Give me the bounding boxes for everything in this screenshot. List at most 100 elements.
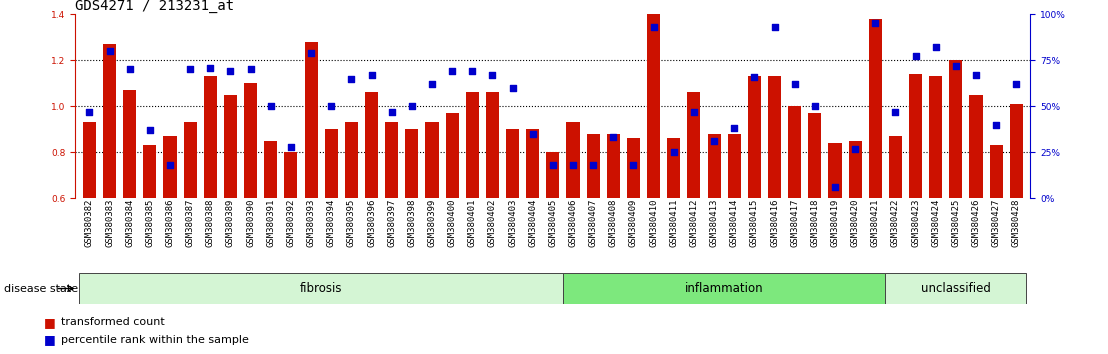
Text: GSM380427: GSM380427 bbox=[992, 198, 1001, 247]
Bar bbox=[244, 83, 257, 198]
Point bbox=[625, 162, 643, 168]
Point bbox=[746, 74, 763, 80]
Point bbox=[222, 68, 239, 74]
Point bbox=[202, 65, 219, 70]
Bar bbox=[687, 92, 700, 198]
Text: GSM380412: GSM380412 bbox=[689, 198, 698, 247]
Text: unclassified: unclassified bbox=[921, 282, 991, 295]
Point bbox=[423, 81, 441, 87]
Point bbox=[726, 125, 743, 131]
Text: GSM380414: GSM380414 bbox=[730, 198, 739, 247]
Text: GSM380417: GSM380417 bbox=[790, 198, 799, 247]
Bar bbox=[204, 76, 217, 198]
Bar bbox=[627, 138, 640, 198]
Text: GSM380424: GSM380424 bbox=[931, 198, 941, 247]
Text: GSM380388: GSM380388 bbox=[206, 198, 215, 247]
Text: GSM380394: GSM380394 bbox=[327, 198, 336, 247]
Text: GDS4271 / 213231_at: GDS4271 / 213231_at bbox=[75, 0, 235, 13]
Point bbox=[283, 144, 300, 149]
Text: GSM380413: GSM380413 bbox=[709, 198, 719, 247]
Bar bbox=[768, 76, 781, 198]
Bar bbox=[224, 95, 237, 198]
Text: GSM380425: GSM380425 bbox=[952, 198, 961, 247]
Bar bbox=[748, 76, 761, 198]
Point bbox=[766, 24, 783, 30]
Point bbox=[827, 184, 844, 190]
Text: GSM380392: GSM380392 bbox=[287, 198, 296, 247]
Bar bbox=[869, 19, 882, 198]
Text: GSM380383: GSM380383 bbox=[105, 198, 114, 247]
Bar bbox=[83, 122, 96, 198]
Text: transformed count: transformed count bbox=[61, 317, 165, 327]
Bar bbox=[788, 106, 801, 198]
Point bbox=[886, 109, 904, 115]
Text: GSM380409: GSM380409 bbox=[629, 198, 638, 247]
Point bbox=[242, 67, 259, 72]
Point bbox=[786, 81, 803, 87]
Text: GSM380402: GSM380402 bbox=[488, 198, 497, 247]
Bar bbox=[465, 92, 479, 198]
Point bbox=[141, 127, 158, 133]
Point bbox=[463, 68, 481, 74]
Bar bbox=[563, 273, 885, 304]
Point bbox=[947, 63, 965, 69]
Text: GSM380395: GSM380395 bbox=[347, 198, 356, 247]
Text: GSM380426: GSM380426 bbox=[972, 198, 981, 247]
Bar bbox=[406, 129, 419, 198]
Bar bbox=[325, 129, 338, 198]
Point bbox=[182, 67, 199, 72]
Text: GSM380401: GSM380401 bbox=[468, 198, 476, 247]
Text: percentile rank within the sample: percentile rank within the sample bbox=[61, 335, 249, 345]
Point bbox=[504, 85, 522, 91]
Text: GSM380419: GSM380419 bbox=[831, 198, 840, 247]
Text: ■: ■ bbox=[44, 333, 57, 346]
Text: GSM380418: GSM380418 bbox=[810, 198, 819, 247]
Point bbox=[121, 67, 138, 72]
Bar bbox=[889, 136, 902, 198]
Text: ■: ■ bbox=[44, 316, 57, 329]
Bar bbox=[909, 74, 922, 198]
Text: inflammation: inflammation bbox=[685, 282, 763, 295]
Point bbox=[1007, 81, 1025, 87]
Bar bbox=[345, 122, 358, 198]
Bar bbox=[103, 44, 116, 198]
Point bbox=[866, 21, 884, 26]
Bar bbox=[143, 145, 156, 198]
Point bbox=[524, 131, 542, 137]
Text: GSM380398: GSM380398 bbox=[408, 198, 417, 247]
Point bbox=[685, 109, 702, 115]
Point bbox=[403, 103, 421, 109]
Text: GSM380403: GSM380403 bbox=[509, 198, 517, 247]
Bar bbox=[607, 134, 619, 198]
Point bbox=[987, 122, 1005, 127]
Bar bbox=[566, 122, 579, 198]
Text: GSM380390: GSM380390 bbox=[246, 198, 255, 247]
Text: GSM380391: GSM380391 bbox=[266, 198, 275, 247]
Bar bbox=[264, 141, 277, 198]
Bar bbox=[885, 273, 1026, 304]
Bar bbox=[989, 145, 1003, 198]
Text: GSM380421: GSM380421 bbox=[871, 198, 880, 247]
Bar bbox=[164, 136, 176, 198]
Bar bbox=[708, 134, 720, 198]
Point bbox=[302, 50, 320, 56]
Point bbox=[544, 162, 562, 168]
Bar bbox=[305, 42, 318, 198]
Bar bbox=[506, 129, 520, 198]
Text: disease state: disease state bbox=[4, 284, 79, 293]
Bar bbox=[970, 95, 983, 198]
Text: GSM380385: GSM380385 bbox=[145, 198, 154, 247]
Point bbox=[383, 109, 401, 115]
Text: GSM380393: GSM380393 bbox=[307, 198, 316, 247]
Point bbox=[967, 72, 985, 78]
Point bbox=[705, 138, 722, 144]
Point bbox=[483, 72, 501, 78]
Text: GSM380399: GSM380399 bbox=[428, 198, 437, 247]
Point bbox=[645, 24, 663, 30]
Bar bbox=[1009, 104, 1023, 198]
Bar bbox=[728, 134, 741, 198]
Text: GSM380408: GSM380408 bbox=[608, 198, 618, 247]
Text: GSM380387: GSM380387 bbox=[186, 198, 195, 247]
Text: GSM380404: GSM380404 bbox=[529, 198, 537, 247]
Point bbox=[806, 103, 823, 109]
